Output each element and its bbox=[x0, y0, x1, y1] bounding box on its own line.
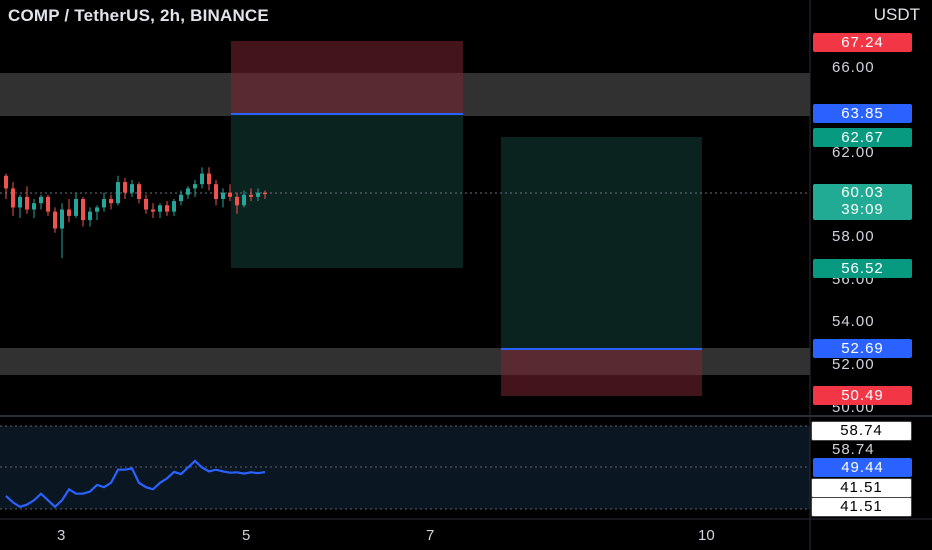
candle-body[interactable] bbox=[123, 182, 127, 193]
target-price-tag[interactable]: 62.67 bbox=[813, 128, 912, 147]
currency-label[interactable]: USDT bbox=[873, 5, 920, 24]
time-axis-label: 5 bbox=[242, 527, 251, 544]
candle-body[interactable] bbox=[151, 209, 155, 212]
indicator-upper-value: 58.74 bbox=[832, 441, 875, 458]
indicator-upper-label: 58.74 bbox=[811, 421, 912, 441]
candle-body[interactable] bbox=[207, 173, 211, 185]
price-axis-label: 66.00 bbox=[832, 59, 875, 76]
candle-body[interactable] bbox=[81, 198, 85, 221]
candle-body[interactable] bbox=[179, 194, 183, 202]
candle-body[interactable] bbox=[67, 209, 71, 216]
candle-body[interactable] bbox=[60, 209, 64, 229]
candle-body[interactable] bbox=[18, 196, 22, 208]
candle-body[interactable] bbox=[137, 184, 141, 199]
candle-body[interactable] bbox=[158, 205, 162, 212]
candle-body[interactable] bbox=[263, 192, 267, 195]
time-axis-label: 10 bbox=[698, 527, 715, 544]
long-target-area[interactable] bbox=[501, 137, 702, 349]
indicator-lower-label: 41.51 bbox=[811, 497, 912, 517]
last-price-value: 60.03 bbox=[841, 184, 884, 201]
price-axis-label: 62.00 bbox=[832, 144, 875, 161]
candle-body[interactable] bbox=[74, 198, 78, 216]
last-price-tag[interactable]: 60.03 39:09 bbox=[813, 184, 912, 220]
time-axis-label: 7 bbox=[426, 527, 435, 544]
indicator-value-tag[interactable]: 49.44 bbox=[813, 458, 912, 477]
candle-body[interactable] bbox=[102, 198, 106, 208]
price-axis-label: 58.00 bbox=[832, 228, 875, 245]
short-target-area[interactable] bbox=[231, 114, 463, 268]
time-axis-label: 3 bbox=[57, 527, 66, 544]
candle-body[interactable] bbox=[228, 192, 232, 197]
candle-body[interactable] bbox=[46, 196, 50, 212]
target-price-tag[interactable]: 56.52 bbox=[813, 259, 912, 278]
candlestick-series[interactable] bbox=[4, 167, 267, 259]
candle-body[interactable] bbox=[130, 184, 134, 193]
long-stop-area[interactable] bbox=[501, 349, 702, 396]
candle-body[interactable] bbox=[172, 201, 176, 212]
price-axis-label: 54.00 bbox=[832, 313, 875, 330]
candle-body[interactable] bbox=[109, 198, 113, 204]
candle-body[interactable] bbox=[193, 184, 197, 189]
candle-body[interactable] bbox=[95, 207, 99, 212]
candle-body[interactable] bbox=[200, 173, 204, 185]
candle-body[interactable] bbox=[249, 194, 253, 197]
candle-body[interactable] bbox=[242, 194, 246, 206]
candle-body[interactable] bbox=[221, 192, 225, 199]
short-stop-area[interactable] bbox=[231, 41, 463, 114]
bar-countdown: 39:09 bbox=[841, 201, 884, 218]
candle-body[interactable] bbox=[4, 175, 8, 189]
candle-body[interactable] bbox=[53, 211, 57, 229]
long-position-tool[interactable] bbox=[501, 137, 702, 396]
candle-body[interactable] bbox=[32, 203, 36, 210]
symbol-title[interactable]: COMP / TetherUS, 2h, BINANCE bbox=[8, 6, 269, 25]
candle-body[interactable] bbox=[214, 184, 218, 199]
rsi-indicator-line[interactable] bbox=[5, 459, 266, 509]
candle-body[interactable] bbox=[39, 196, 43, 204]
candle-body[interactable] bbox=[235, 196, 239, 206]
candle-body[interactable] bbox=[11, 188, 15, 208]
entry-price-tag[interactable]: 63.85 bbox=[813, 104, 912, 123]
price-axis-label: 52.00 bbox=[832, 356, 875, 373]
stop-loss-price-tag[interactable]: 50.49 bbox=[813, 386, 912, 405]
short-position-tool[interactable] bbox=[231, 41, 463, 268]
candle-body[interactable] bbox=[256, 192, 260, 197]
candle-body[interactable] bbox=[25, 196, 29, 210]
stop-loss-price-tag[interactable]: 67.24 bbox=[813, 33, 912, 52]
entry-price-tag[interactable]: 52.69 bbox=[813, 339, 912, 358]
candle-body[interactable] bbox=[186, 188, 190, 195]
indicator-lower-label: 41.51 bbox=[811, 478, 912, 498]
candle-body[interactable] bbox=[144, 198, 148, 210]
candle-body[interactable] bbox=[116, 182, 120, 204]
candle-body[interactable] bbox=[88, 211, 92, 221]
candle-body[interactable] bbox=[165, 205, 169, 212]
